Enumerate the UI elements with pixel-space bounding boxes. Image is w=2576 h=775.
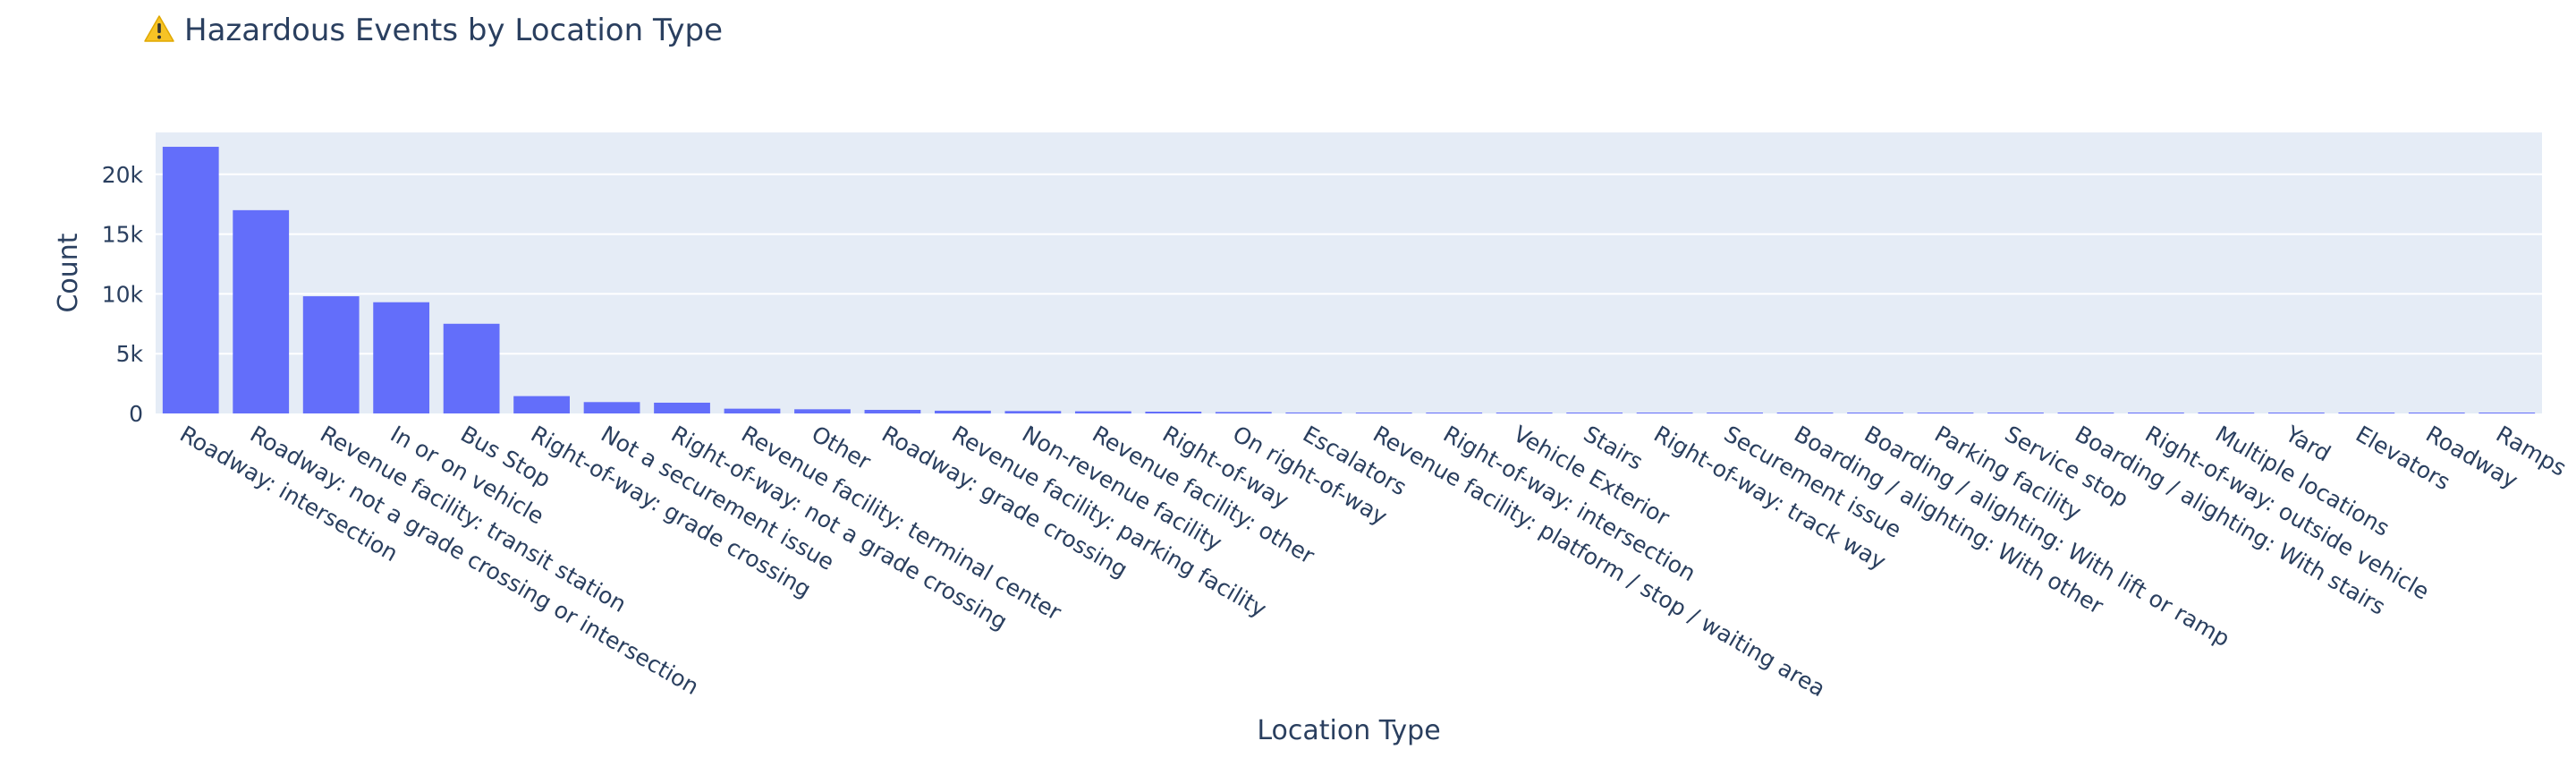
- bar: [302, 296, 360, 413]
- bar: [864, 409, 921, 413]
- bar: [162, 147, 219, 413]
- chart-title: Hazardous Events by Location Type: [143, 13, 723, 51]
- bar: [935, 410, 991, 413]
- bar: [513, 396, 570, 413]
- chart-title-text: Hazardous Events by Location Type: [184, 13, 724, 48]
- y-tick-label: 5k: [116, 341, 144, 367]
- plot-background: [156, 132, 2542, 413]
- bar: [373, 302, 430, 413]
- bar: [1215, 412, 1272, 413]
- warning-icon: [143, 14, 175, 51]
- y-tick-label: 10k: [102, 281, 144, 307]
- bar: [583, 402, 640, 413]
- bar: [654, 402, 710, 413]
- bar: [1145, 411, 1202, 413]
- bar: [724, 408, 781, 413]
- y-tick-label: 20k: [102, 162, 144, 188]
- y-axis-label: Count: [53, 233, 84, 312]
- bar: [1074, 411, 1131, 413]
- y-axis-ticks: 0 5k 10k 15k 20k: [102, 162, 144, 427]
- bar: [1004, 411, 1062, 413]
- y-tick-label: 15k: [102, 222, 144, 248]
- bar: [794, 409, 851, 413]
- bar: [233, 209, 290, 413]
- x-axis-label: Location Type: [1257, 715, 1440, 746]
- bar: [443, 323, 500, 413]
- bars: [162, 147, 2536, 413]
- y-tick-label: 0: [129, 401, 143, 427]
- gridlines: [156, 173, 2542, 355]
